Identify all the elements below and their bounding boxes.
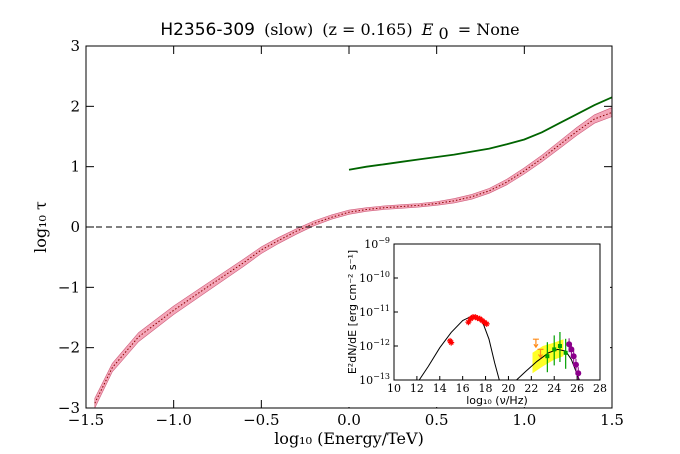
inset-x-tick-label: 16: [456, 382, 470, 395]
inset-x-tick-label: 26: [570, 382, 584, 395]
y-tick-label: 0: [70, 218, 80, 236]
title-source: H2356-309: [160, 20, 255, 40]
y-tick-label: −3: [58, 399, 80, 417]
inset-x-axis-label: log₁₀ (ν/Hz): [466, 394, 528, 407]
x-tick-label: −1.5: [68, 411, 104, 429]
tau-band: [94, 107, 612, 408]
inset-x-tick-label: 14: [433, 382, 447, 395]
fermi-point: [563, 350, 568, 355]
optical-xray-point: [483, 320, 490, 327]
x-tick-label: 1.0: [512, 411, 536, 429]
inset-series-layer: [418, 314, 582, 380]
optical-xray-point: [448, 339, 455, 346]
hess-point: [568, 346, 575, 353]
optical-xray-point: [474, 315, 481, 322]
fermi-upper-limit: [537, 348, 544, 359]
sed-model-curve: [516, 348, 580, 380]
title-e0-value: = None: [458, 20, 520, 39]
inset-plot-ticks: 10 12 14 16 18 20 22 24 26 28 10−9 10−10 10−11 10−12 1…: [359, 236, 607, 395]
x-tick-label: −1.0: [155, 411, 191, 429]
inset-x-tick-label: 28: [593, 382, 607, 395]
inset-x-tick-label: 10: [387, 382, 401, 395]
hess-point: [575, 370, 582, 377]
inset-y-tick-label: 10−12: [359, 338, 390, 353]
y-tick-label: 3: [70, 37, 80, 55]
chart-title: H2356-309 (slow) (z = 0.165) E 0 = None: [160, 20, 519, 43]
inset-y-tick-label: 10−13: [359, 372, 390, 387]
title-e0-symbol: E: [421, 20, 434, 39]
y-tick-label: −1: [58, 278, 80, 296]
x-tick-label: 0.0: [337, 411, 361, 429]
fermi-point: [552, 347, 557, 352]
x-tick-label: −0.5: [243, 411, 279, 429]
main-y-axis-label: log₁₀ τ: [31, 201, 50, 253]
inset-y-tick-label: 10−11: [359, 304, 390, 319]
inset-y-tick-label: 10−9: [364, 236, 390, 251]
optical-xray-point: [472, 314, 479, 321]
inset-x-tick-label: 24: [547, 382, 561, 395]
main-plot-data: [86, 96, 612, 408]
x-tick-label: 0.5: [425, 411, 449, 429]
inset-x-tick-label: 22: [524, 382, 538, 395]
y-tick-label: 1: [70, 158, 80, 176]
inset-x-tick-label: 12: [410, 382, 424, 395]
inset-y-axis-label: E²dN/dE [erg cm⁻² s⁻¹]: [346, 250, 359, 374]
x-tick-label: 1.5: [600, 411, 624, 429]
y-tick-label: −2: [58, 339, 80, 357]
inset-x-tick-label: 20: [501, 382, 515, 395]
inset-y-tick-label: 10−10: [359, 270, 390, 285]
fermi-point: [557, 344, 562, 348]
title-redshift: (z = 0.165): [322, 20, 412, 39]
main-series-layer: [86, 96, 612, 408]
inset-x-tick-label: 18: [479, 382, 493, 395]
optical-xray-point: [465, 319, 472, 326]
fermi-point: [545, 354, 550, 359]
hess-point: [570, 353, 577, 360]
inset-background: [342, 237, 610, 407]
inset-plot-data: [418, 314, 582, 380]
title-model: (slow): [264, 20, 313, 39]
fermi-upper-limit: [532, 338, 539, 349]
hess-point: [572, 361, 579, 368]
title-e0-subscript: 0: [438, 24, 448, 43]
green-limit-line: [348, 96, 612, 171]
main-x-axis-label: log₁₀ (Energy/TeV): [274, 429, 424, 448]
tau-median-line: [94, 111, 612, 404]
hess-point: [566, 341, 573, 348]
y-tick-label: 2: [70, 97, 80, 115]
